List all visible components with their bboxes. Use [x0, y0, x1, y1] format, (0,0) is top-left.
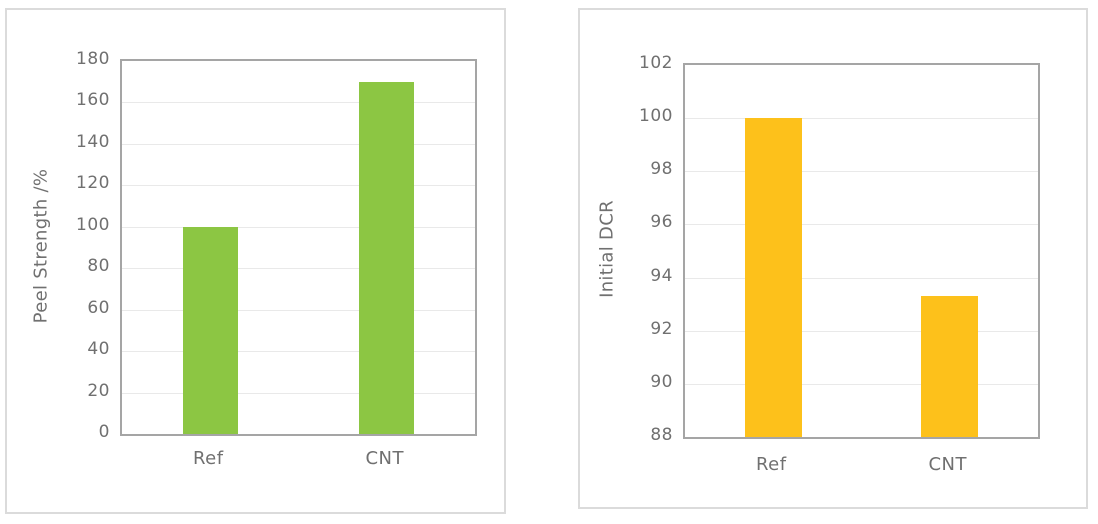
y-tick-label: 120 — [76, 173, 110, 194]
y-tick-label: 20 — [87, 380, 110, 401]
gridline — [122, 351, 475, 353]
y-axis-title: Peel Strength /% — [30, 168, 52, 323]
x-category-label: CNT — [928, 454, 968, 475]
y-tick-label: 100 — [639, 106, 673, 127]
gridline — [122, 226, 475, 228]
y-tick-label: 140 — [76, 131, 110, 152]
gridline — [685, 383, 1038, 385]
gridline — [122, 143, 475, 145]
initial-dcr-chart-card: Initial DCR 88 90 92 94 96 98 100 102 Ref CNT — [578, 8, 1088, 509]
y-tick-label: 102 — [639, 53, 673, 73]
gridline — [122, 102, 475, 104]
y-tick-label: 88 — [650, 425, 673, 445]
gridline — [685, 330, 1038, 332]
x-category-label: CNT — [365, 448, 405, 469]
bar-ref — [744, 118, 802, 437]
gridline — [122, 268, 475, 270]
x-category-label: Ref — [192, 448, 224, 469]
gridline — [685, 277, 1038, 279]
y-tick-label: 160 — [76, 90, 110, 111]
y-tick-label: 98 — [650, 159, 673, 180]
plot-area — [120, 59, 477, 436]
x-category-label: Ref — [755, 454, 787, 475]
y-tick-label: 180 — [76, 49, 110, 69]
gridline — [685, 171, 1038, 173]
y-tick-label: 92 — [650, 318, 673, 339]
bar-cnt — [359, 81, 415, 434]
bar-cnt — [921, 296, 979, 437]
gridline — [122, 392, 475, 394]
gridline — [122, 185, 475, 187]
y-tick-label: 100 — [76, 214, 110, 235]
y-tick-label: 96 — [650, 212, 673, 233]
y-tick-label: 80 — [87, 256, 110, 277]
plot-area — [683, 63, 1040, 439]
peel-strength-chart-card: Peel Strength /% 0 20 40 60 80 100 120 140 160 18… — [5, 8, 506, 514]
y-tick-label: 94 — [650, 265, 673, 286]
gridline — [685, 118, 1038, 120]
gridline — [685, 224, 1038, 226]
gridline — [122, 309, 475, 311]
y-tick-label: 0 — [98, 422, 110, 442]
y-tick-label: 90 — [650, 371, 673, 392]
y-tick-label: 40 — [87, 339, 110, 360]
y-tick-label: 60 — [87, 297, 110, 318]
bar-ref — [182, 226, 238, 434]
